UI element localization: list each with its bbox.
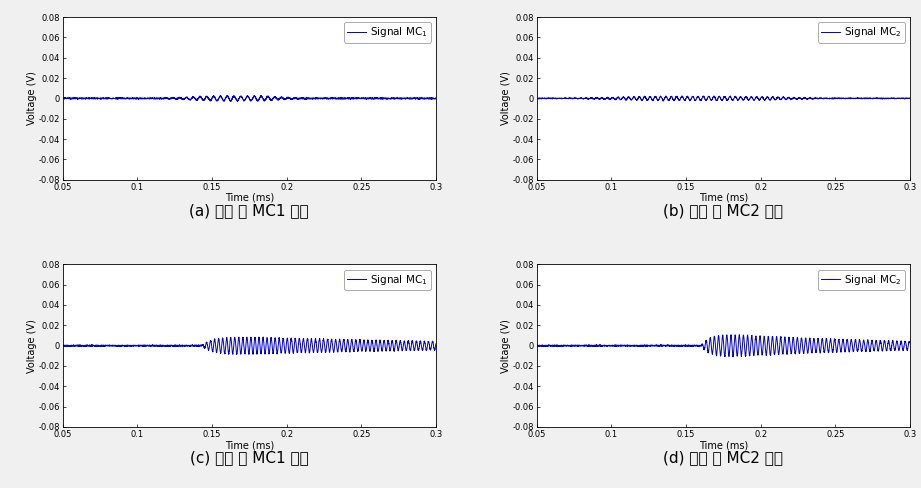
Legend: Signal MC$_1$: Signal MC$_1$ xyxy=(344,269,431,290)
Y-axis label: Voltage (V): Voltage (V) xyxy=(27,71,37,125)
X-axis label: Time (ms): Time (ms) xyxy=(699,193,748,203)
X-axis label: Time (ms): Time (ms) xyxy=(225,440,274,450)
Legend: Signal MC$_2$: Signal MC$_2$ xyxy=(818,269,904,290)
Text: (d) 손상 후 MC2 신호: (d) 손상 후 MC2 신호 xyxy=(663,450,784,466)
Legend: Signal MC$_2$: Signal MC$_2$ xyxy=(818,22,904,42)
X-axis label: Time (ms): Time (ms) xyxy=(225,193,274,203)
Text: (b) 손상 전 MC2 신호: (b) 손상 전 MC2 신호 xyxy=(663,203,784,218)
Text: (c) 손상 후 MC1 신호: (c) 손상 후 MC1 신호 xyxy=(190,450,309,466)
Y-axis label: Voltage (V): Voltage (V) xyxy=(501,319,511,373)
Y-axis label: Voltage (V): Voltage (V) xyxy=(501,71,511,125)
Y-axis label: Voltage (V): Voltage (V) xyxy=(27,319,37,373)
Text: (a) 손상 전 MC1 신호: (a) 손상 전 MC1 신호 xyxy=(190,203,309,218)
Legend: Signal MC$_1$: Signal MC$_1$ xyxy=(344,22,431,42)
X-axis label: Time (ms): Time (ms) xyxy=(699,440,748,450)
